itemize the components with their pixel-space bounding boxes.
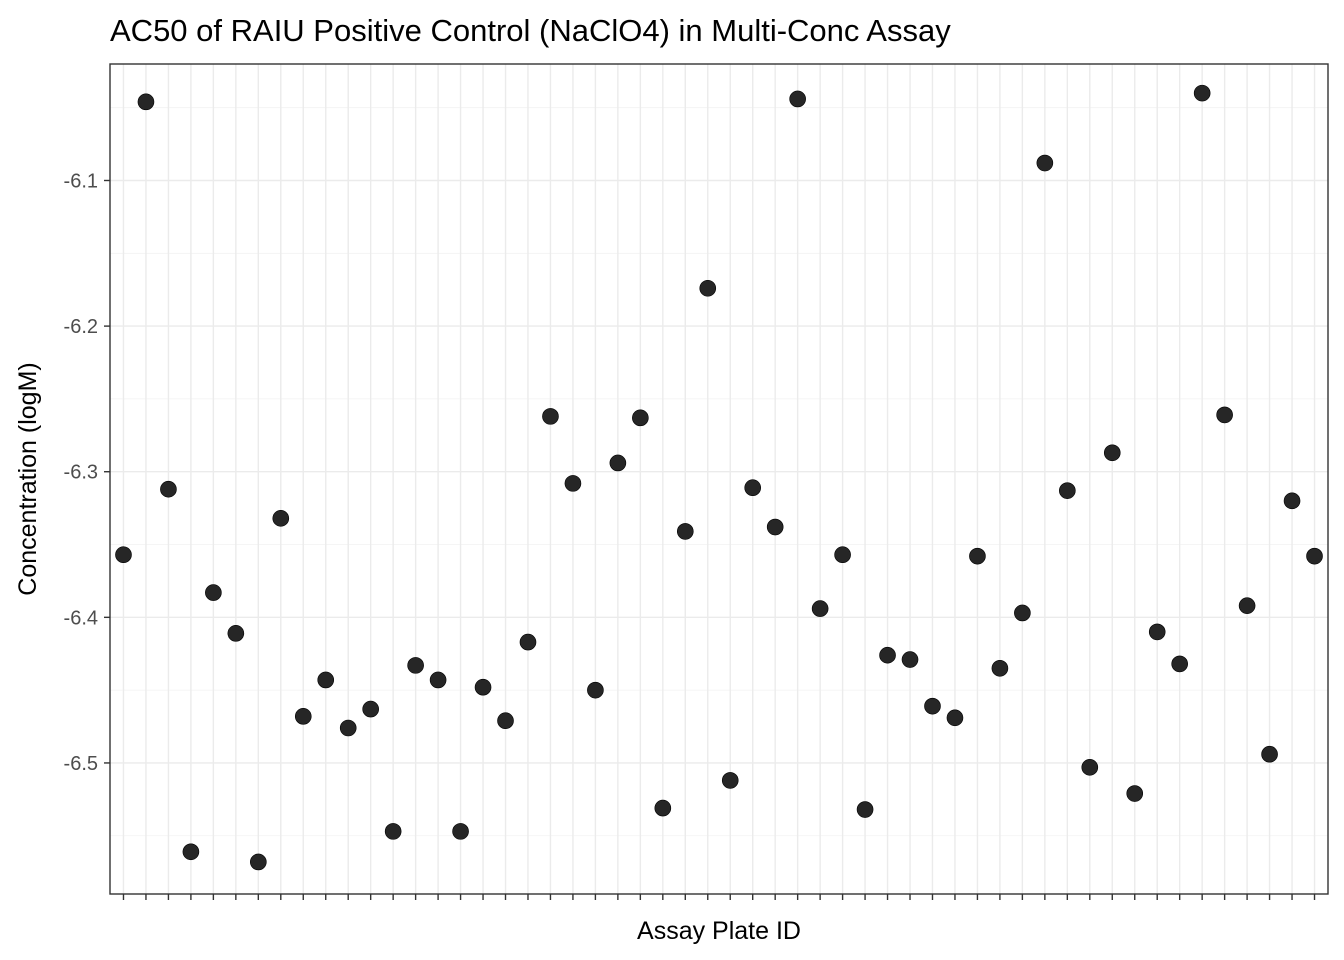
data-point: [519, 633, 537, 651]
data-point: [1059, 482, 1076, 499]
data-point: [1014, 604, 1031, 622]
data-point: [205, 584, 222, 601]
data-point: [429, 671, 447, 689]
data-point: [362, 700, 379, 718]
y-axis-title: Concentration (logM): [14, 362, 42, 595]
chart-title: AC50 of RAIU Positive Control (NaClO4) i…: [110, 13, 951, 48]
data-point: [564, 475, 582, 492]
data-point: [115, 546, 132, 564]
data-point: [609, 454, 627, 472]
data-point: [901, 651, 919, 668]
data-point: [879, 646, 896, 664]
data-points: [115, 84, 1323, 871]
plot-grid: [110, 64, 1328, 894]
data-point: [721, 772, 739, 789]
data-point: [699, 279, 717, 297]
data-point: [632, 409, 649, 427]
data-point: [1306, 547, 1323, 565]
x-axis-title: Assay Plate ID: [637, 917, 801, 945]
data-point: [137, 93, 155, 111]
data-point: [856, 801, 874, 818]
data-point: [474, 678, 492, 696]
data-point: [1126, 785, 1144, 802]
data-point: [1238, 597, 1256, 614]
data-point: [407, 657, 424, 674]
y-tick-label: -6.3: [64, 462, 98, 484]
data-point: [339, 719, 357, 737]
data-point: [766, 518, 784, 536]
y-tick-label: -6.5: [64, 753, 98, 775]
data-point: [1283, 492, 1301, 510]
y-tick-label: -6.2: [64, 316, 98, 338]
data-point: [1193, 84, 1211, 102]
y-tick-label: -6.4: [64, 607, 98, 629]
data-point: [294, 708, 312, 725]
data-point: [834, 546, 851, 564]
data-point: [924, 697, 941, 715]
data-point: [1081, 759, 1099, 776]
data-point: [1171, 655, 1188, 673]
data-point: [182, 843, 200, 861]
data-point: [317, 671, 335, 689]
data-point: [1036, 154, 1054, 172]
data-point: [654, 799, 672, 817]
y-tick-label: -6.1: [64, 170, 98, 192]
data-point: [272, 510, 290, 527]
data-point: [969, 547, 986, 565]
data-point: [744, 479, 762, 497]
data-point: [1103, 444, 1121, 462]
data-point: [1216, 406, 1233, 424]
data-point: [1261, 745, 1278, 763]
data-point: [676, 523, 694, 540]
data-point: [587, 681, 604, 699]
data-point: [811, 600, 829, 617]
data-point: [384, 823, 402, 840]
data-point: [1148, 623, 1166, 641]
data-point: [497, 712, 514, 730]
data-point: [789, 90, 806, 108]
data-point: [250, 853, 267, 871]
plot-panel-border: [109, 63, 1329, 895]
data-point: [160, 480, 177, 498]
data-point: [991, 659, 1009, 677]
y-axis: -6.1 -6.2 -6.3 -6.4 -6.5: [64, 170, 110, 775]
data-point: [946, 709, 964, 727]
data-point: [227, 625, 245, 642]
data-point: [452, 823, 469, 840]
x-axis: [122, 894, 1316, 900]
data-point: [542, 408, 559, 425]
